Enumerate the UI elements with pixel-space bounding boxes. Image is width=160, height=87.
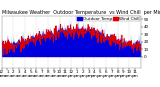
Text: Milwaukee Weather  Outdoor Temperature  vs Wind Chill  per Minute  (24 Hours): Milwaukee Weather Outdoor Temperature vs… — [2, 10, 160, 15]
Legend: Outdoor Temp, Wind Chill: Outdoor Temp, Wind Chill — [76, 16, 140, 21]
